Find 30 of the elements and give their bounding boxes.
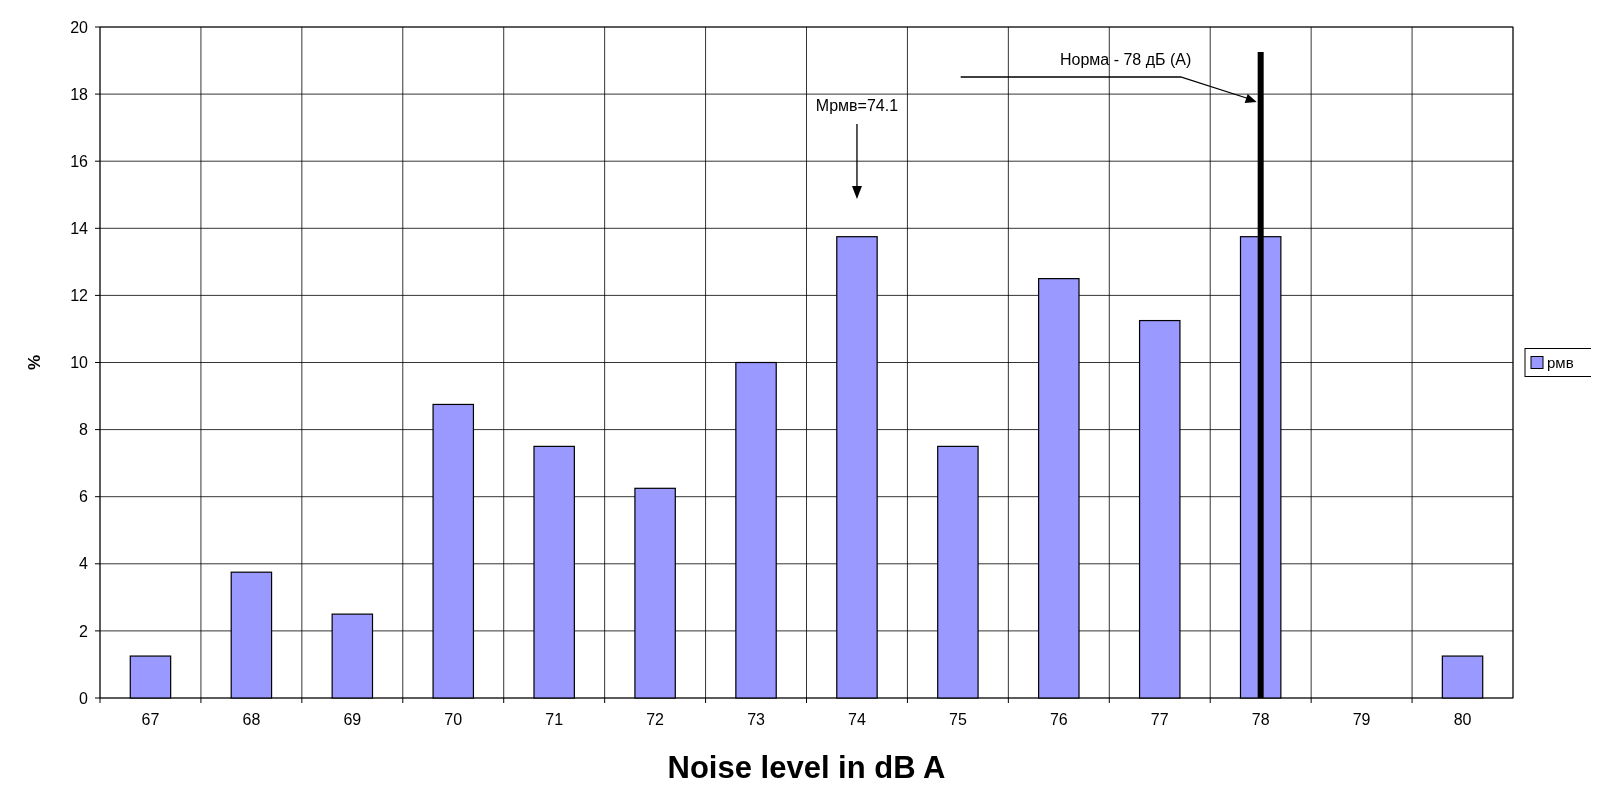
y-tick-label: 20 bbox=[70, 18, 89, 36]
y-tick-label: 0 bbox=[79, 689, 89, 707]
y-tick-label: 2 bbox=[79, 622, 89, 640]
x-tick-label: 67 bbox=[141, 711, 160, 728]
x-tick-label: 74 bbox=[848, 711, 866, 728]
x-tick-label: 71 bbox=[545, 711, 564, 728]
y-tick-label: 16 bbox=[70, 152, 89, 170]
annotation: Мрмв=74.1 bbox=[815, 97, 899, 114]
y-tick-label: 4 bbox=[79, 555, 89, 573]
y-tick-label: 8 bbox=[79, 421, 89, 439]
x-tick-label: 78 bbox=[1251, 711, 1270, 728]
y-tick-label: 18 bbox=[70, 85, 89, 103]
x-tick-label: 80 bbox=[1453, 711, 1472, 728]
y-tick-label: 10 bbox=[70, 354, 89, 372]
y-tick-label: 14 bbox=[70, 219, 89, 237]
y-axis-title: % bbox=[25, 354, 44, 371]
x-tick-label: 73 bbox=[747, 711, 766, 728]
x-tick-label: 70 bbox=[444, 711, 463, 728]
x-tick-label: 76 bbox=[1049, 711, 1068, 728]
ref-line-label: Норма - 78 дБ (А) bbox=[1060, 51, 1192, 68]
legend-label: рмв bbox=[1547, 353, 1574, 371]
x-axis-title: Noise level in dB A bbox=[667, 750, 946, 785]
y-tick-label: 6 bbox=[79, 488, 89, 506]
x-tick-label: 77 bbox=[1150, 711, 1169, 728]
x-tick-label: 68 bbox=[242, 711, 261, 728]
x-tick-label: 69 bbox=[343, 711, 362, 728]
x-tick-label: 75 bbox=[948, 711, 967, 728]
x-tick-label: 79 bbox=[1352, 711, 1371, 728]
y-tick-label: 12 bbox=[70, 287, 89, 304]
x-tick-label: 72 bbox=[646, 711, 665, 728]
